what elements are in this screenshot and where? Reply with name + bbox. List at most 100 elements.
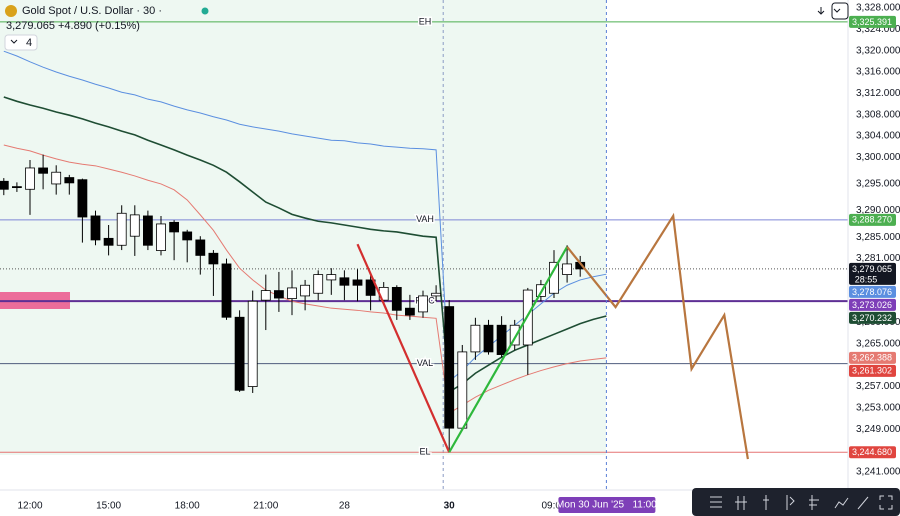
y-axis: 3,328.000 3,324.000 3,320.000 3,316.000 3,31…	[849, 3, 900, 478]
candle-body	[549, 261, 559, 294]
price-tag	[849, 213, 896, 226]
x-tick-label: 21:00	[253, 501, 278, 512]
price-tag-label: 3,325.391	[852, 17, 892, 27]
level-name: VAH	[416, 214, 434, 224]
candle-body	[444, 306, 455, 429]
y-tick-label: 3,328.000	[856, 3, 900, 14]
candle-body	[273, 290, 284, 299]
chevron-icon	[10, 39, 18, 44]
candle-body	[11, 186, 22, 189]
crosshair-label: Mon 30 Jun '25 11:00	[556, 500, 657, 511]
price-tag	[849, 285, 896, 298]
candle-body	[0, 180, 9, 190]
price-tag-label: 3,278.076	[852, 287, 892, 297]
candle-body	[391, 286, 402, 311]
session-area	[0, 0, 606, 455]
price-tag-label: 3,244.680	[852, 447, 892, 457]
candle-body	[339, 277, 350, 286]
y-tick-label: 3,241.000	[856, 467, 900, 478]
price-tag-label: 3,279.065	[852, 264, 892, 274]
price-tag-label: 3,288.270	[852, 215, 892, 225]
indicators-toggle[interactable]	[4, 34, 38, 51]
candle-body	[326, 274, 337, 281]
trend-drawing	[448, 246, 569, 453]
plot: EHVAHPOCVALEL	[0, 0, 848, 490]
tool-icon[interactable]	[879, 495, 893, 510]
candle-body	[221, 263, 232, 318]
chart-title: Gold Spot / U.S. Dollar · 30 ·	[22, 5, 162, 17]
tool-icon[interactable]	[786, 495, 795, 510]
candle-body	[195, 239, 206, 256]
candle-body	[103, 237, 114, 246]
price-tag-label: 3,261.302	[852, 366, 892, 376]
candle-body	[404, 307, 415, 316]
toolbar-icons	[710, 495, 893, 510]
download-icon[interactable]	[817, 7, 825, 15]
candle-body	[116, 212, 127, 246]
candle-body	[352, 279, 363, 286]
y-tick-label: 3,304.000	[856, 131, 900, 142]
x-tick-label: 30	[444, 501, 456, 512]
level-name: EH	[419, 16, 432, 26]
candle-body	[77, 179, 88, 218]
tool-icon[interactable]	[857, 496, 869, 510]
symbol-icon	[5, 5, 17, 17]
y-tick-label: 3,312.000	[856, 88, 900, 99]
y-tick-label: 3,253.000	[856, 403, 900, 414]
candle-body	[156, 223, 166, 251]
candle-body	[509, 324, 520, 346]
price-tag	[849, 262, 896, 285]
candle-body	[365, 279, 376, 296]
quote: 3,279.065 +4.890 (+0.15%)	[6, 20, 140, 32]
x-tick-label: 15:00	[96, 501, 121, 512]
y-tick-label: 3,265.000	[856, 339, 900, 350]
x-tick-label: 18:00	[175, 501, 200, 512]
price-tag	[849, 311, 896, 324]
candle-body	[142, 215, 153, 246]
candle-body	[38, 167, 48, 174]
candle-body	[313, 274, 324, 294]
price-tag	[849, 298, 896, 311]
countdown: 28:55	[855, 274, 878, 284]
y-tick-label: 3,320.000	[856, 45, 900, 56]
candle-body	[431, 292, 442, 297]
candle-body	[260, 290, 271, 301]
candle-body	[300, 284, 311, 297]
crosshair-label-box	[558, 497, 656, 513]
candle-body	[208, 252, 219, 265]
candle-body	[496, 324, 507, 355]
y-tick-label: 3,281.000	[856, 253, 900, 264]
candle-body	[51, 171, 62, 185]
y-tick-label: 3,295.000	[856, 179, 900, 190]
candle-body	[169, 221, 180, 233]
trend-drawing	[566, 212, 749, 460]
candle-body	[25, 167, 35, 190]
y-tick-label: 3,308.000	[856, 109, 900, 120]
tool-icon[interactable]	[809, 495, 819, 510]
settings-icon[interactable]	[831, 2, 849, 20]
tool-icon[interactable]	[735, 496, 747, 510]
y-tick-label: 3,285.000	[856, 232, 900, 243]
candle-body	[234, 316, 245, 391]
y-tick-label: 3,324.000	[856, 24, 900, 35]
level-name: EL	[419, 447, 430, 457]
tool-icon[interactable]	[834, 497, 849, 509]
menu-icon[interactable]	[833, 8, 841, 13]
y-tick-label: 3,249.000	[856, 424, 900, 435]
tool-icon[interactable]	[763, 495, 769, 510]
x-tick-label: 09:00	[541, 501, 566, 512]
price-tag	[849, 15, 896, 28]
y-tick-label: 3,290.000	[856, 205, 900, 216]
candle-body	[562, 263, 572, 275]
tool-icon[interactable]	[710, 496, 722, 508]
x-tick-label: 12:00	[17, 501, 42, 512]
status-dot	[201, 7, 209, 15]
candle-body	[470, 324, 481, 353]
candle-body	[64, 177, 75, 184]
candle-body	[247, 300, 258, 387]
price-tag	[849, 351, 896, 364]
candle-body	[129, 214, 140, 237]
price-tag-label: 3,262.388	[852, 353, 892, 363]
y-tick-label: 3,300.000	[856, 152, 900, 163]
candle-body	[457, 351, 468, 429]
